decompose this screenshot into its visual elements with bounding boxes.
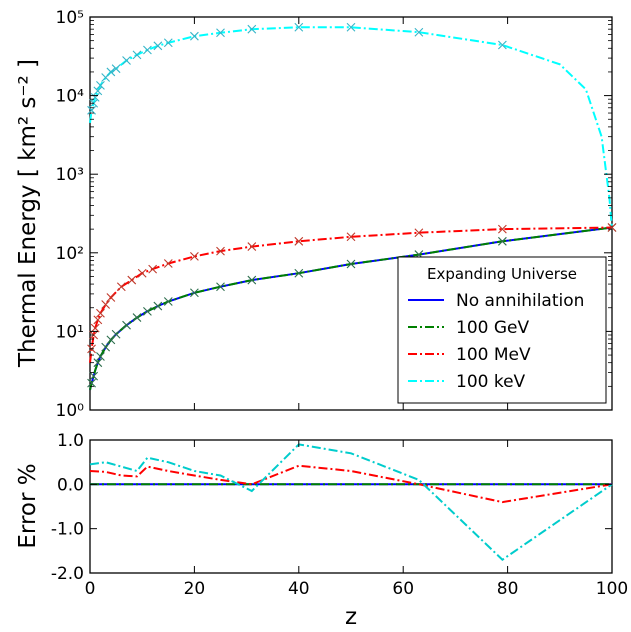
top-marker: [96, 308, 105, 318]
bottom-x-tick-label: 40: [288, 579, 310, 599]
legend-entries: No annihilation 100 GeV 100 MeV 100 keV: [408, 291, 584, 392]
bottom-x-tick-label: 80: [497, 579, 519, 599]
legend: Expanding Universe No annihilation 100 Ge…: [397, 256, 607, 404]
top-marker: [143, 306, 152, 316]
bottom-ticks: 0 20 40 60 80 100 -2.0 -1.0 0.0 1.0: [51, 431, 628, 599]
legend-label-0: No annihilation: [456, 291, 584, 311]
top-marker: [93, 315, 103, 325]
top-marker: [294, 236, 304, 246]
top-marker: [101, 342, 111, 352]
top-y-tick-label: 10²: [56, 244, 84, 264]
top-marker: [93, 358, 103, 368]
top-marker: [132, 313, 142, 322]
legend-label-2: 100 MeV: [456, 345, 531, 365]
top-marker: [90, 323, 100, 333]
top-marker: [163, 259, 173, 268]
top-marker: [90, 92, 100, 102]
top-y-tick-label: 10³: [56, 165, 84, 185]
top-y-tick-label: 10⁵: [56, 8, 84, 28]
bottom-series-line-3: [89, 443, 613, 561]
bottom-y-tick-label: 0.0: [57, 475, 84, 495]
top-marker: [87, 105, 96, 115]
top-marker: [89, 371, 99, 381]
top-marker: [190, 31, 199, 41]
top-marker: [497, 236, 507, 246]
bottom-y-axis-label: Error %: [15, 463, 41, 548]
top-marker: [148, 264, 158, 274]
top-marker: [153, 301, 163, 311]
top-marker: [101, 300, 111, 309]
bottom-series-group: [89, 443, 613, 561]
top-marker: [294, 22, 304, 32]
top-ticks: 10⁰ 10¹ 10² 10³ 10⁴ 10⁵: [56, 8, 613, 421]
top-y-axis-label: Thermal Energy [ km² s⁻² ]: [15, 59, 41, 368]
bottom-x-tick-label: 100: [596, 579, 628, 599]
bottom-series-line-2: [89, 464, 613, 504]
top-marker: [190, 252, 199, 261]
top-marker: [111, 329, 121, 339]
legend-title: Expanding Universe: [427, 265, 577, 283]
top-marker: [106, 293, 116, 302]
top-marker: [190, 288, 199, 298]
legend-box: [397, 256, 607, 404]
top-marker: [106, 67, 116, 77]
top-marker: [346, 259, 356, 269]
bottom-panel: 0 20 40 60 80 100 -2.0 -1.0 0.0 1.0 Error % z: [15, 431, 628, 630]
top-marker: [294, 268, 304, 278]
top-series-group: [87, 22, 617, 391]
top-marker: [87, 378, 96, 388]
top-marker: [163, 297, 173, 306]
top-y-tick-label: 10⁴: [56, 87, 85, 107]
top-marker: [122, 320, 131, 330]
top-marker: [216, 28, 225, 38]
bottom-x-tick-label: 20: [184, 579, 206, 599]
top-panel: 10⁰ 10¹ 10² 10³ 10⁴ 10⁵ Thermal Energy [ km² …: [15, 8, 617, 421]
bottom-y-tick-label: 1.0: [57, 431, 84, 451]
top-marker: [346, 22, 356, 32]
top-marker: [127, 275, 137, 285]
top-marker: [216, 246, 225, 256]
bottom-y-tick-label: -2.0: [51, 564, 84, 584]
top-marker: [414, 228, 424, 238]
top-marker: [607, 223, 617, 232]
top-y-tick-label: 10⁰: [56, 401, 85, 421]
top-marker: [116, 282, 126, 292]
top-marker: [132, 50, 142, 60]
legend-label-3: 100 keV: [456, 372, 526, 392]
top-marker: [247, 242, 257, 251]
top-marker: [153, 41, 163, 51]
top-marker: [96, 352, 105, 361]
top-marker: [497, 40, 507, 50]
top-marker: [414, 27, 424, 37]
bottom-x-tick-label: 60: [392, 579, 414, 599]
top-marker: [497, 224, 507, 234]
top-marker: [96, 80, 105, 90]
top-marker: [93, 86, 103, 96]
x-axis-label: z: [345, 604, 357, 630]
top-marker: [346, 232, 356, 242]
top-marker: [143, 45, 152, 55]
top-series-line-1: [89, 226, 613, 391]
bottom-plot-frame: [89, 439, 613, 574]
top-marker: [216, 282, 225, 292]
top-marker: [122, 56, 131, 65]
top-marker: [247, 275, 257, 285]
top-marker: [111, 64, 121, 74]
top-y-tick-label: 10¹: [56, 322, 84, 342]
top-marker: [163, 38, 173, 48]
bottom-y-tick-label: -1.0: [51, 520, 84, 540]
legend-label-1: 100 GeV: [456, 318, 529, 338]
top-marker: [247, 24, 257, 34]
top-marker: [137, 268, 147, 278]
bottom-x-tick-label: 0: [85, 579, 96, 599]
